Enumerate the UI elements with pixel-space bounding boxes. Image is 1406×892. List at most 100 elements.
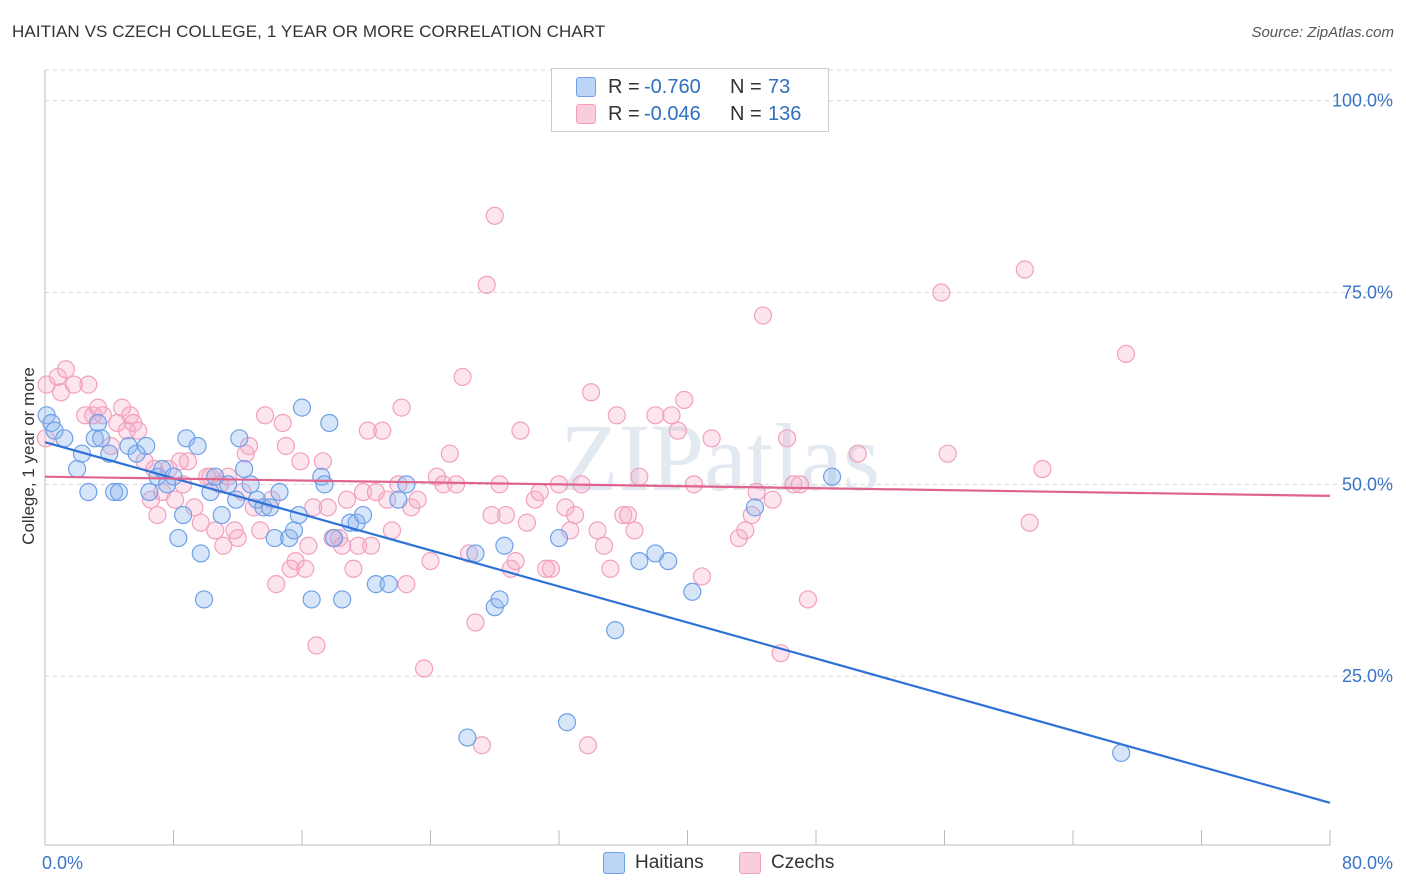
czech-point (434, 475, 453, 494)
czech-point (251, 521, 270, 540)
haitian-point (379, 575, 398, 594)
haitian-point (265, 528, 284, 548)
r-value: -0.760 (644, 75, 701, 98)
czech-point (684, 475, 704, 494)
haitian-point (194, 590, 214, 609)
czech-point (932, 283, 951, 302)
n-label: N = (730, 75, 762, 98)
czech-point (511, 421, 530, 440)
haitian-point (490, 590, 509, 609)
haitian-point (630, 551, 649, 571)
haitian-point (292, 398, 312, 417)
czech-point (517, 513, 536, 532)
czech-point (361, 536, 381, 555)
chart-title: HAITIAN VS CZECH COLLEGE, 1 YEAR OR MORE… (12, 22, 606, 41)
haitian-point (683, 582, 702, 601)
haitians-legend-label: Haitians (635, 852, 704, 873)
r-value: -0.046 (644, 102, 701, 125)
czech-point (736, 521, 755, 540)
haitian-point (92, 429, 111, 448)
czech-point (64, 375, 84, 394)
czech-point (166, 490, 185, 509)
czech-point (747, 482, 766, 502)
haitian-point (397, 475, 416, 494)
czech-point (1116, 344, 1136, 364)
czech-point (702, 429, 721, 448)
czech-point (349, 536, 368, 555)
czech-point (601, 559, 620, 578)
czech-point (228, 528, 247, 548)
r-label: R = (608, 102, 640, 125)
haitian-point (495, 536, 514, 555)
czech-point (496, 505, 516, 525)
czech-point (382, 521, 402, 540)
czech-point (646, 406, 665, 425)
czech-point (201, 467, 220, 486)
watermark: ZIPatlas (560, 404, 880, 511)
czech-point (392, 398, 411, 417)
haitians-swatch (576, 77, 596, 97)
czech-point (692, 567, 712, 586)
haitian-point (235, 459, 254, 479)
haitian-point (315, 475, 334, 494)
czech-point (541, 559, 561, 578)
czech-point (414, 659, 434, 678)
czech-point (373, 421, 392, 440)
haitian-point (174, 505, 193, 525)
haitian-point (389, 490, 408, 509)
haitian-point (137, 436, 156, 456)
czech-point (1020, 513, 1039, 532)
haitian-point (270, 482, 289, 502)
y-axis-label: College, 1 year or more (19, 367, 38, 545)
czech-point (440, 444, 459, 463)
haitian-point (55, 429, 74, 448)
haitian-point (140, 482, 159, 502)
czech-point (299, 536, 318, 555)
czech-point (79, 375, 98, 394)
czech-point (276, 436, 296, 456)
czech-point (318, 498, 337, 517)
axes (44, 70, 1331, 846)
haitian-point (88, 413, 108, 433)
czechs-legend-swatch (739, 852, 761, 874)
czech-point (466, 613, 485, 632)
bottom-legend-czechs: Czechs (739, 852, 834, 874)
haitian-point (85, 429, 104, 448)
czech-point (296, 559, 315, 578)
czech-point (675, 390, 694, 410)
czech-point (101, 436, 120, 456)
czech-point (453, 367, 472, 387)
czech-point (267, 575, 286, 594)
czech-point (447, 475, 466, 494)
haitian-point (188, 436, 207, 456)
czech-point (353, 482, 373, 502)
czech-point (214, 536, 233, 555)
haitian-point (230, 429, 249, 448)
czechs-trend-line (44, 475, 1331, 497)
haitians-points (37, 398, 1131, 763)
czech-point (219, 467, 238, 486)
czech-point (630, 467, 649, 486)
czech-point (618, 505, 638, 525)
haitian-point (79, 482, 98, 502)
czech-point (790, 475, 810, 494)
czech-point (421, 551, 440, 571)
haitian-point (127, 444, 146, 463)
czech-point (594, 536, 614, 555)
haitian-point (109, 482, 128, 502)
haitian-point (557, 713, 577, 732)
haitian-point (169, 528, 188, 548)
czech-point (625, 521, 644, 540)
haitian-point (191, 544, 210, 563)
n-value: 136 (768, 102, 802, 125)
legend-row-czechs: R = -0.046 N = 136 (576, 103, 801, 125)
haitian-point (822, 467, 842, 486)
czech-point (938, 444, 957, 463)
czech-point (191, 513, 210, 532)
czech-point (206, 521, 225, 540)
haitian-point (366, 575, 385, 594)
n-value: 73 (768, 75, 791, 98)
czech-point (798, 590, 818, 609)
haitian-point (284, 521, 304, 540)
haitian-point (241, 475, 260, 494)
